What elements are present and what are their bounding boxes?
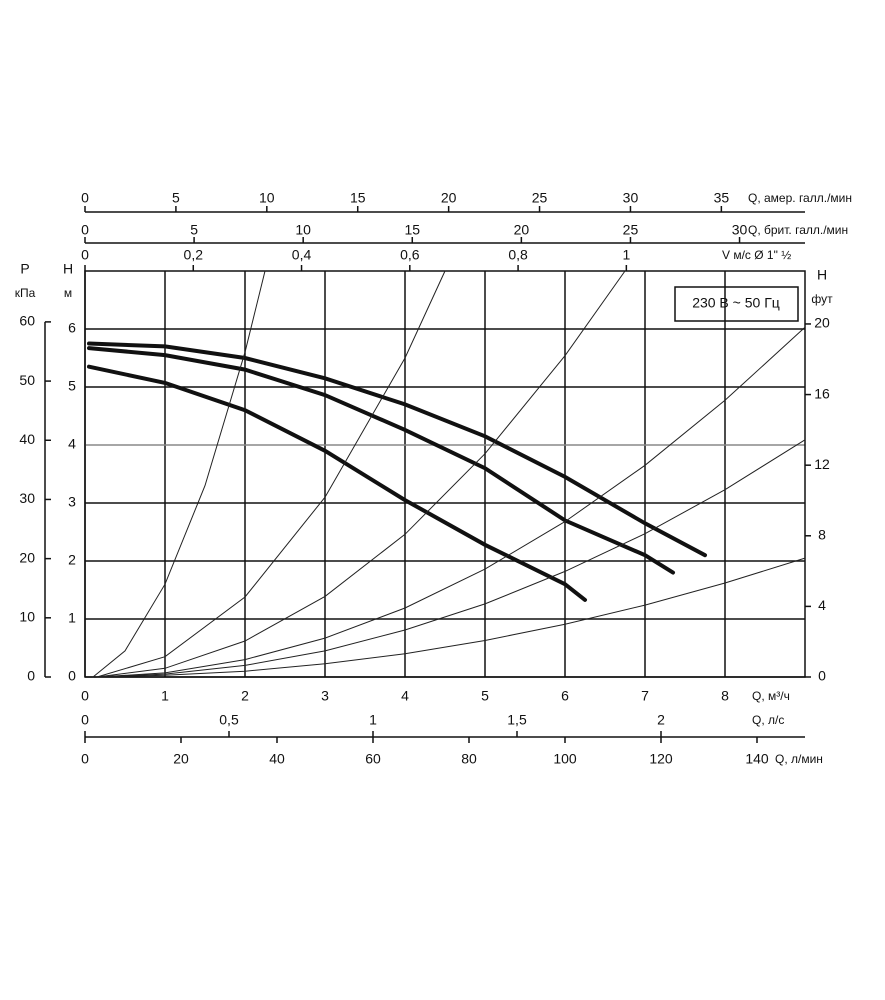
tick-label: 0,5 (219, 712, 239, 728)
tick-label: 25 (532, 190, 548, 206)
pump-curve (87, 346, 675, 575)
tick-label: 2 (657, 712, 665, 728)
tick-label: 0 (81, 712, 89, 728)
tick-label: 100 (553, 751, 577, 767)
axis-label: P (20, 261, 29, 277)
y-tick-label: 5 (68, 378, 76, 394)
x-tick-label: 7 (641, 688, 649, 704)
tick-label: 10 (19, 609, 35, 625)
axis-unit: кПа (15, 286, 36, 300)
x-tick-label: 4 (401, 688, 409, 704)
tick-label: 8 (818, 526, 826, 542)
tick-label: 0,8 (508, 247, 528, 263)
plot-frame (84, 270, 806, 678)
tick-label: 0,6 (400, 247, 420, 263)
tick-label: 20 (814, 315, 830, 331)
tick-label: 0 (81, 190, 89, 206)
tick-label: 5 (172, 190, 180, 206)
tick-label: 40 (19, 431, 35, 447)
tick-label: 4 (818, 597, 826, 613)
y-tick-label: 0 (68, 668, 76, 684)
y-tick-label: 4 (68, 436, 76, 452)
tick-label: 0 (81, 222, 89, 238)
x-tick-label: 6 (561, 688, 569, 704)
tick-label: 35 (714, 190, 730, 206)
tick-label: 15 (404, 222, 420, 238)
system-curve (96, 270, 626, 678)
tick-label: 20 (19, 549, 35, 565)
tick-label: 0,2 (184, 247, 204, 263)
tick-label: 0 (818, 668, 826, 684)
tick-label: 1,5 (507, 712, 527, 728)
tick-label: 15 (350, 190, 366, 206)
x-tick-label: 5 (481, 688, 489, 704)
system-curve (96, 326, 806, 678)
axis-label: H (817, 267, 827, 283)
x-tick-label: 2 (241, 688, 249, 704)
y-tick-label: 1 (68, 610, 76, 626)
pump-curve (87, 364, 587, 602)
annotation-box (674, 286, 799, 322)
system-curve (96, 439, 806, 678)
tick-label: 30 (19, 490, 35, 506)
y-axis-label: H (63, 261, 73, 277)
tick-label: 1 (369, 712, 377, 728)
system-curve (96, 270, 446, 678)
axis-label: V м/с Ø 1" ½ (722, 248, 791, 262)
annotation: 230 В ~ 50 Гц (692, 295, 780, 311)
y-tick-label: 6 (68, 320, 76, 336)
system-curve (96, 557, 806, 678)
tick-label: 16 (814, 385, 830, 401)
tick-label: 60 (365, 751, 381, 767)
x-tick-label: 1 (161, 688, 169, 704)
x-tick-label: 3 (321, 688, 329, 704)
tick-label: 20 (173, 751, 189, 767)
y-tick-label: 2 (68, 552, 76, 568)
y-tick-label: 3 (68, 494, 76, 510)
tick-label: 120 (649, 751, 673, 767)
tick-label: 1 (622, 247, 630, 263)
tick-label: 12 (814, 456, 830, 472)
x-axis-label: Q, м³/ч (752, 689, 790, 703)
tick-label: 140 (745, 751, 769, 767)
system-curve (92, 270, 266, 678)
y-axis-unit: м (64, 286, 72, 300)
tick-label: 25 (623, 222, 639, 238)
tick-label: 5 (190, 222, 198, 238)
tick-label: 60 (19, 313, 35, 329)
pump-curve (87, 341, 707, 558)
tick-label: 10 (259, 190, 275, 206)
axis-label: Q, брит. галл./мин (748, 223, 848, 237)
tick-label: 10 (295, 222, 311, 238)
tick-label: 0,4 (292, 247, 312, 263)
tick-label: 20 (514, 222, 530, 238)
tick-label: 30 (623, 190, 639, 206)
axis-label: Q, л/мин (775, 752, 823, 766)
axis-label: Q, амер. галл./мин (748, 191, 852, 205)
axis-unit: фут (811, 292, 833, 306)
tick-label: 80 (461, 751, 477, 767)
tick-label: 0 (27, 668, 35, 684)
axis-label: Q, л/с (752, 713, 784, 727)
tick-label: 50 (19, 372, 35, 388)
tick-label: 30 (732, 222, 748, 238)
tick-label: 40 (269, 751, 285, 767)
tick-label: 20 (441, 190, 457, 206)
x-tick-label: 8 (721, 688, 729, 704)
tick-label: 0 (81, 751, 89, 767)
x-tick-label: 0 (81, 688, 89, 704)
tick-label: 0 (81, 247, 89, 263)
